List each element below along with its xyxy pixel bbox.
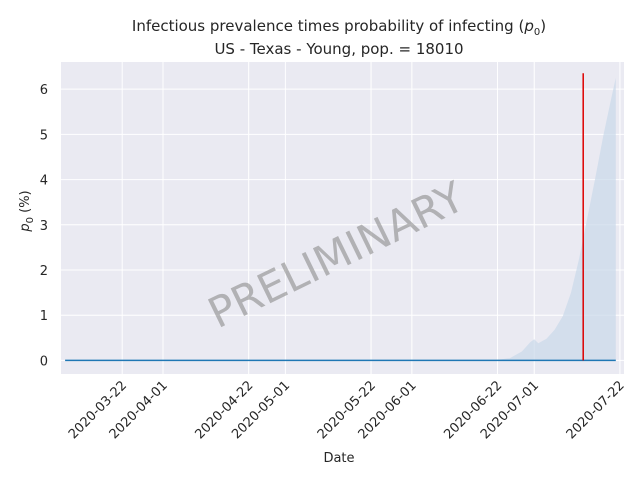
y-tick-label: 4 (40, 174, 48, 189)
y-tick-label: 1 (40, 309, 48, 324)
plot-area: PRELIMINARY (61, 62, 624, 374)
y-axis-label: p0 (%) (18, 190, 36, 232)
plot-background (61, 62, 624, 374)
y-tick-label: 0 (40, 354, 48, 369)
uncertainty-band (493, 77, 616, 361)
x-axis-label: Date (323, 451, 354, 466)
y-axis-ticks: 0 1 2 3 4 5 6 (40, 83, 48, 369)
chart-title: Infectious prevalence times probability … (132, 17, 546, 38)
y-tick-label: 3 (40, 219, 48, 234)
grid (61, 62, 624, 374)
y-tick-label: 5 (40, 128, 48, 143)
y-tick-label: 2 (40, 264, 48, 279)
y-tick-label: 6 (40, 83, 48, 98)
chart-subtitle: US - Texas - Young, pop. = 18010 (214, 40, 463, 58)
